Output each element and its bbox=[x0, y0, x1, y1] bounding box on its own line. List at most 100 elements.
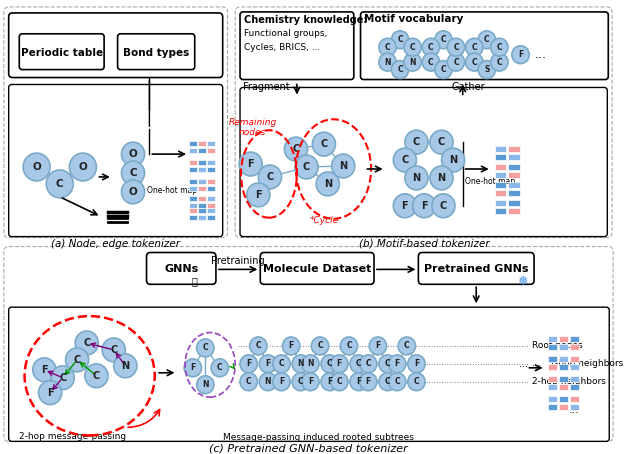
Circle shape bbox=[196, 376, 214, 394]
Circle shape bbox=[478, 61, 495, 79]
Text: C: C bbox=[129, 168, 137, 178]
Text: F: F bbox=[246, 359, 252, 368]
Circle shape bbox=[85, 364, 108, 388]
Text: C: C bbox=[472, 58, 477, 67]
Circle shape bbox=[379, 355, 396, 373]
Circle shape bbox=[259, 355, 276, 373]
Text: C: C bbox=[428, 58, 434, 67]
Bar bbox=[508, 190, 520, 196]
Text: C: C bbox=[74, 355, 81, 365]
Text: F: F bbox=[401, 201, 408, 211]
Bar bbox=[189, 203, 196, 208]
Text: N: N bbox=[202, 380, 209, 389]
Text: C: C bbox=[428, 43, 434, 52]
Circle shape bbox=[316, 172, 339, 196]
Circle shape bbox=[350, 355, 367, 373]
Circle shape bbox=[259, 373, 276, 391]
Text: C: C bbox=[385, 377, 390, 386]
Text: Bond types: Bond types bbox=[123, 48, 189, 58]
Circle shape bbox=[33, 358, 56, 382]
Bar bbox=[548, 344, 557, 350]
Text: C: C bbox=[484, 35, 490, 44]
Text: O: O bbox=[129, 187, 138, 197]
Text: Chemistry knowledge:: Chemistry knowledge: bbox=[244, 15, 367, 25]
Circle shape bbox=[122, 180, 145, 204]
Bar bbox=[508, 164, 520, 170]
Text: C: C bbox=[202, 343, 208, 352]
Bar bbox=[189, 196, 196, 201]
Text: N: N bbox=[410, 58, 416, 67]
Circle shape bbox=[301, 355, 319, 373]
Bar bbox=[207, 203, 215, 208]
Text: F: F bbox=[375, 341, 381, 350]
Text: F: F bbox=[190, 363, 195, 372]
Text: ❅: ❅ bbox=[517, 275, 528, 288]
Bar bbox=[570, 404, 579, 410]
FancyBboxPatch shape bbox=[19, 34, 104, 69]
Text: Cycles, BRICS, ...: Cycles, BRICS, ... bbox=[244, 43, 320, 52]
Bar bbox=[508, 146, 520, 152]
FancyBboxPatch shape bbox=[360, 12, 608, 79]
Bar bbox=[508, 154, 520, 160]
Circle shape bbox=[122, 161, 145, 185]
Circle shape bbox=[512, 46, 529, 64]
Text: C: C bbox=[327, 359, 333, 368]
Circle shape bbox=[122, 142, 145, 166]
Circle shape bbox=[312, 337, 329, 355]
Circle shape bbox=[247, 183, 270, 207]
Circle shape bbox=[184, 359, 202, 377]
Bar bbox=[207, 167, 215, 172]
FancyBboxPatch shape bbox=[147, 252, 216, 284]
Circle shape bbox=[321, 373, 339, 391]
Circle shape bbox=[75, 331, 99, 355]
Circle shape bbox=[240, 373, 257, 391]
Circle shape bbox=[65, 348, 89, 372]
FancyBboxPatch shape bbox=[260, 252, 374, 284]
Circle shape bbox=[478, 31, 495, 49]
Circle shape bbox=[392, 61, 409, 79]
Circle shape bbox=[491, 53, 508, 71]
Circle shape bbox=[284, 137, 307, 161]
Text: F: F bbox=[289, 341, 294, 350]
Text: F: F bbox=[247, 159, 254, 169]
Circle shape bbox=[211, 359, 228, 377]
Bar bbox=[559, 356, 568, 362]
Text: C: C bbox=[303, 162, 310, 172]
Bar bbox=[495, 172, 506, 178]
Text: N: N bbox=[324, 179, 332, 189]
Bar bbox=[559, 404, 568, 410]
Text: 🔥: 🔥 bbox=[192, 276, 198, 286]
Text: C: C bbox=[440, 65, 446, 74]
Circle shape bbox=[250, 337, 267, 355]
Circle shape bbox=[430, 130, 453, 154]
Bar bbox=[207, 148, 215, 153]
Circle shape bbox=[259, 165, 282, 189]
Text: F: F bbox=[337, 359, 342, 368]
Bar bbox=[207, 179, 215, 184]
Text: N: N bbox=[412, 173, 420, 183]
Circle shape bbox=[413, 194, 436, 218]
Text: ...: ... bbox=[519, 359, 528, 369]
Circle shape bbox=[196, 339, 214, 357]
Text: C: C bbox=[413, 137, 420, 147]
Bar bbox=[189, 160, 196, 165]
Bar bbox=[548, 404, 557, 410]
Circle shape bbox=[239, 152, 262, 176]
Text: C: C bbox=[266, 172, 273, 182]
Circle shape bbox=[331, 355, 348, 373]
Bar bbox=[548, 395, 557, 402]
Bar bbox=[207, 196, 215, 201]
Circle shape bbox=[350, 373, 367, 391]
Bar bbox=[198, 160, 206, 165]
Text: F: F bbox=[414, 359, 419, 368]
Bar bbox=[198, 186, 206, 191]
Circle shape bbox=[379, 373, 396, 391]
Text: C: C bbox=[438, 137, 445, 147]
Bar bbox=[548, 384, 557, 390]
Text: C: C bbox=[397, 65, 403, 74]
Text: C: C bbox=[413, 377, 419, 386]
Bar bbox=[559, 376, 568, 382]
Circle shape bbox=[422, 53, 440, 71]
Text: F: F bbox=[255, 190, 262, 200]
Circle shape bbox=[466, 53, 483, 71]
